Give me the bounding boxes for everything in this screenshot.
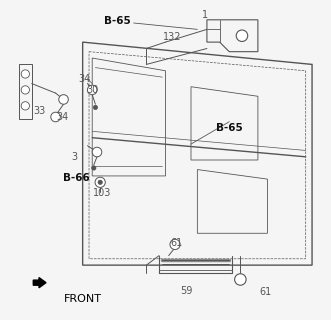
- Circle shape: [170, 239, 180, 250]
- Circle shape: [235, 274, 246, 285]
- Circle shape: [21, 102, 29, 110]
- Text: 59: 59: [180, 286, 192, 296]
- Text: 61: 61: [260, 287, 272, 297]
- Circle shape: [51, 112, 60, 122]
- Text: 61: 61: [170, 238, 183, 248]
- Text: 34: 34: [78, 74, 90, 84]
- Text: B-66: B-66: [63, 172, 90, 182]
- Text: 1: 1: [202, 10, 209, 20]
- Circle shape: [93, 105, 98, 110]
- Circle shape: [21, 70, 29, 78]
- Text: 30: 30: [86, 85, 98, 95]
- Text: 34: 34: [56, 112, 68, 122]
- Circle shape: [98, 180, 102, 185]
- Circle shape: [95, 177, 105, 188]
- Circle shape: [59, 95, 68, 104]
- Text: FRONT: FRONT: [64, 293, 102, 304]
- Circle shape: [236, 30, 248, 42]
- Circle shape: [87, 85, 97, 95]
- Text: B-65: B-65: [104, 16, 131, 27]
- Text: 33: 33: [33, 106, 46, 116]
- Polygon shape: [33, 277, 46, 288]
- Text: 3: 3: [71, 152, 78, 162]
- Text: 132: 132: [163, 32, 181, 42]
- Circle shape: [21, 86, 29, 94]
- Circle shape: [92, 147, 102, 157]
- Text: 103: 103: [93, 188, 111, 198]
- Circle shape: [92, 166, 96, 170]
- Text: B-65: B-65: [216, 123, 243, 133]
